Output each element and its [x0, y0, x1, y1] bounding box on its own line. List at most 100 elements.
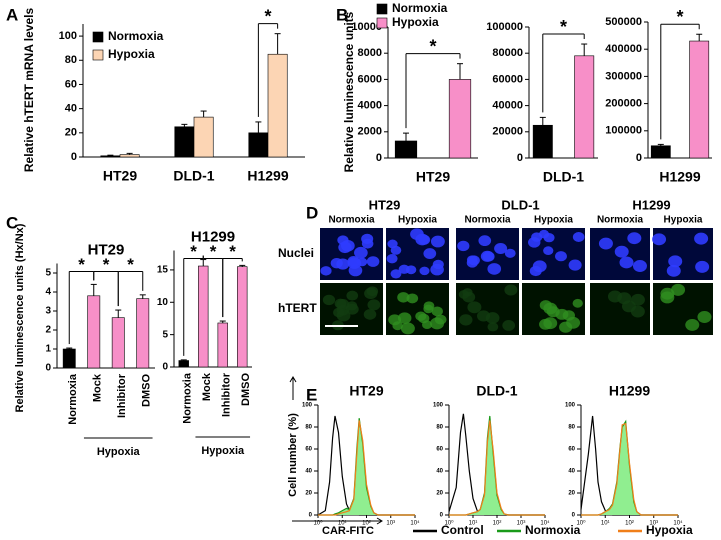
cell: [468, 255, 480, 266]
y-tick-label: 60: [65, 78, 77, 90]
cell: [539, 318, 552, 330]
cell: [504, 284, 518, 296]
x-tick-label: DLD-1: [173, 168, 214, 184]
y-axis-label: Relative luminescence units (Hx/Nx): [14, 223, 26, 412]
y-tick-label: 400000: [605, 43, 642, 55]
cell: [397, 312, 412, 324]
y-tick-label: 20: [65, 127, 77, 139]
y-tick-label: 0: [45, 363, 51, 374]
x-tick-label: 10²: [493, 521, 502, 527]
area: [318, 418, 415, 515]
cell: [619, 256, 634, 269]
cell: [652, 233, 667, 246]
cell: [614, 245, 629, 258]
cell: [543, 233, 555, 243]
panel-label: E: [306, 385, 317, 404]
cell: [467, 301, 482, 314]
row-label: hTERT: [278, 301, 317, 315]
cell: [364, 287, 378, 300]
x-tick-label: H1299: [247, 168, 288, 184]
cell: [627, 232, 642, 245]
legend-swatch: [92, 49, 104, 61]
legend-label: Normoxia: [392, 1, 448, 15]
group-label: Hypoxia: [97, 446, 141, 458]
y-tick-label: 80: [65, 54, 77, 66]
chart-title: HT29: [88, 241, 125, 258]
chart-title: DLD-1: [476, 383, 517, 399]
significance-label: *: [429, 36, 436, 56]
cell: [543, 302, 558, 315]
cell: [572, 232, 585, 242]
significance-label: *: [78, 255, 85, 274]
cell: [478, 235, 492, 247]
cell: [340, 239, 355, 252]
legend-label: Hypoxia: [392, 15, 439, 29]
group-label: Hypoxia: [201, 445, 245, 457]
cell: [457, 240, 470, 252]
bar: [178, 360, 189, 368]
bar: [100, 155, 121, 158]
x-tick-label: 10⁴: [410, 520, 420, 527]
bar: [650, 145, 671, 159]
x-tick-label: 10³: [386, 521, 395, 527]
bar: [87, 295, 101, 369]
y-tick-label: 0: [572, 513, 576, 519]
cell: [419, 266, 430, 276]
cell: [494, 242, 508, 255]
y-tick-label: 2000: [358, 126, 382, 138]
y-tick-label: 40: [65, 103, 77, 115]
cell: [617, 292, 632, 305]
x-tick-label: 10³: [517, 521, 526, 527]
y-tick-label: 0: [309, 513, 313, 519]
panel-label: A: [6, 5, 18, 24]
cell: [367, 299, 381, 311]
y-axis-label: Cell number (%): [287, 413, 299, 497]
y-tick-label: 80: [436, 425, 443, 431]
y-tick-label: 4: [45, 287, 51, 298]
bar: [62, 348, 76, 369]
bar: [248, 132, 269, 158]
cell: [504, 248, 516, 258]
x-tick-label: 10⁰: [313, 520, 323, 527]
x-tick-label: HT29: [416, 169, 450, 185]
condition-label: Normoxia: [464, 215, 511, 226]
bar: [217, 322, 228, 368]
cell: [502, 319, 516, 331]
cell: [347, 257, 362, 269]
x-tick-label: DLD-1: [543, 169, 584, 185]
y-tick-label: 10000: [351, 21, 382, 33]
y-tick-label: 100: [302, 403, 313, 409]
cell: [543, 246, 554, 256]
cell: [418, 313, 430, 324]
cell: [387, 239, 398, 249]
condition-label: Normoxia: [328, 215, 375, 226]
row-label: Nuclei: [278, 246, 314, 260]
cell: [430, 235, 445, 248]
y-tick-label: 0: [162, 362, 168, 373]
cell: [487, 322, 499, 332]
y-tick-label: 8000: [358, 47, 382, 59]
bar: [174, 126, 195, 158]
y-tick-label: 40: [305, 469, 312, 475]
legend-label: Normoxia: [525, 523, 581, 537]
bar: [136, 298, 150, 369]
y-tick-label: 6000: [358, 73, 382, 85]
cell: [405, 265, 417, 275]
bar: [119, 154, 140, 158]
cell: [660, 287, 675, 300]
legend-swatch: [376, 3, 388, 15]
x-tick-label: 10²: [362, 521, 371, 527]
cell: [397, 292, 410, 303]
cell: [459, 314, 473, 326]
y-tick-label: 0: [376, 152, 382, 164]
x-tick-label: Normoxia: [182, 372, 194, 424]
cell: [572, 298, 583, 308]
cell: [423, 301, 435, 311]
bar: [267, 53, 288, 158]
condition-label: Normoxia: [597, 215, 644, 226]
cell: [632, 260, 647, 272]
chart-title: H1299: [609, 383, 650, 399]
y-tick-label: 60: [305, 447, 312, 453]
significance-label: *: [210, 242, 217, 261]
cell: [529, 265, 542, 277]
